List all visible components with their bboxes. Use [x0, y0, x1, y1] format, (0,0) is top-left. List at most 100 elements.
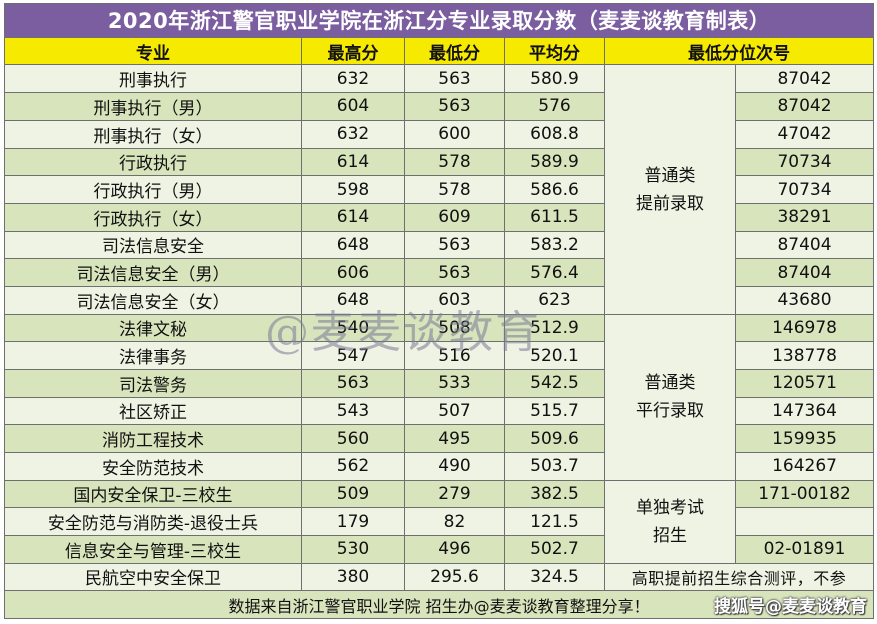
major-cell: 法律文秘 — [4, 313, 302, 343]
max-score-cell: 606 — [301, 258, 405, 287]
avg-score-cell: 512.9 — [504, 313, 605, 343]
max-score-cell: 648 — [301, 230, 405, 260]
table-row: 国内安全保卫-三校生 509 279 382.5 单独考试 招生 171-001… — [4, 479, 875, 564]
avg-score-cell: 324.5 — [504, 562, 605, 592]
table-row: 社区矫正 543 507 515.7 147364 — [4, 396, 875, 426]
table-row: 司法警务 563 533 542.5 120571 — [4, 368, 875, 398]
major-cell: 安全防范与消防类-退役士兵 — [4, 507, 302, 536]
table-row: 安全防范技术 562 490 503.7 164267 — [4, 451, 875, 481]
max-score-cell: 648 — [301, 285, 405, 315]
rank-cell: 147364 — [734, 396, 875, 426]
major-cell: 安全防范技术 — [4, 451, 302, 481]
group-label-line2: 平行录取 — [636, 401, 704, 422]
table-title: 2020年浙江警官职业学院在浙江分专业录取分数（麦麦谈教育制表） — [3, 3, 875, 38]
max-score-cell: 560 — [301, 424, 405, 453]
avg-score-cell: 586.6 — [504, 175, 605, 204]
max-score-cell: 380 — [301, 562, 405, 592]
table-row: 司法信息安全（女） 648 603 623 43680 — [4, 285, 875, 315]
min-score-cell: 295.6 — [404, 562, 505, 592]
min-score-cell: 578 — [404, 175, 505, 204]
rank-cell: 87042 — [734, 92, 875, 121]
major-cell: 社区矫正 — [4, 396, 302, 426]
rank-cell: 159935 — [734, 424, 875, 453]
avg-score-cell: 583.2 — [504, 230, 605, 260]
min-score-cell: 279 — [404, 479, 505, 509]
max-score-cell: 179 — [301, 507, 405, 536]
max-score-cell: 509 — [301, 479, 405, 509]
max-score-cell: 547 — [301, 341, 405, 370]
header-major: 专业 — [4, 36, 302, 66]
avg-score-cell: 520.1 — [504, 341, 605, 370]
rank-cell: 38291 — [734, 202, 875, 232]
group-label-line2: 招生 — [653, 525, 687, 546]
major-cell: 司法信息安全（男） — [4, 258, 302, 287]
avg-score-cell: 623 — [504, 285, 605, 315]
avg-score-cell: 515.7 — [504, 396, 605, 426]
major-cell: 刑事执行（男） — [4, 92, 302, 121]
min-score-cell: 508 — [404, 313, 505, 343]
min-score-cell: 496 — [404, 534, 505, 564]
admission-score-table: 2020年浙江警官职业学院在浙江分专业录取分数（麦麦谈教育制表） 专业 最高分 … — [3, 3, 875, 619]
avg-score-cell: 542.5 — [504, 368, 605, 398]
table-row: 司法信息安全（男） 606 563 576.4 87404 — [4, 258, 875, 287]
max-score-cell: 540 — [301, 313, 405, 343]
major-cell: 行政执行（女） — [4, 202, 302, 232]
table-row: 刑事执行（男） 604 563 576 87042 — [4, 92, 875, 121]
avg-score-cell: 576 — [504, 92, 605, 121]
table-row: 行政执行（女） 614 609 611.5 38291 — [4, 202, 875, 232]
table-row: 信息安全与管理-三校生 530 496 502.7 02-01891 — [4, 534, 875, 564]
rank-cell: 02-01891 — [734, 534, 875, 564]
avg-score-cell: 502.7 — [504, 534, 605, 564]
header-min-rank: 最低分位次号 — [603, 36, 875, 66]
min-score-cell: 533 — [404, 368, 505, 398]
min-score-cell: 507 — [404, 396, 505, 426]
header-max-score: 最高分 — [301, 36, 405, 66]
min-score-cell: 563 — [404, 230, 505, 260]
max-score-cell: 598 — [301, 175, 405, 204]
min-score-cell: 516 — [404, 341, 505, 370]
table-row: 法律文秘 540 508 512.9 普通类 平行录取 146978 — [4, 313, 875, 481]
rank-cell: 87404 — [734, 258, 875, 287]
major-cell: 行政执行（男） — [4, 175, 302, 204]
major-cell: 信息安全与管理-三校生 — [4, 534, 302, 564]
rank-cell: 70734 — [734, 147, 875, 177]
max-score-cell: 614 — [301, 202, 405, 232]
header-avg-score: 平均分 — [504, 36, 605, 66]
max-score-cell: 632 — [301, 119, 405, 149]
rank-cell: 120571 — [734, 368, 875, 398]
avg-score-cell: 589.9 — [504, 147, 605, 177]
min-score-cell: 603 — [404, 285, 505, 315]
major-cell: 行政执行 — [4, 147, 302, 177]
major-cell: 司法警务 — [4, 368, 302, 398]
max-score-cell: 543 — [301, 396, 405, 426]
group-parallel-admission: 普通类 平行录取 — [604, 313, 736, 481]
rank-cell: 87042 — [734, 64, 875, 94]
avg-score-cell: 576.4 — [504, 258, 605, 287]
min-score-cell: 563 — [404, 64, 505, 94]
major-cell: 消防工程技术 — [4, 424, 302, 453]
group-label-line1: 普通类 — [644, 165, 696, 186]
table-row: 行政执行 614 578 589.9 70734 — [4, 147, 875, 177]
group-label-line1: 普通类 — [644, 373, 696, 394]
rank-cell: 146978 — [734, 313, 875, 343]
rank-cell — [734, 507, 875, 536]
major-cell: 司法信息安全 — [4, 230, 302, 260]
major-cell: 法律事务 — [4, 341, 302, 370]
min-score-cell: 609 — [404, 202, 505, 232]
table-row: 安全防范与消防类-退役士兵 179 82 121.5 — [4, 507, 875, 536]
table-row: 司法信息安全 648 563 583.2 87404 — [4, 230, 875, 260]
table-row: 刑事执行（女） 632 600 608.8 47042 — [4, 119, 875, 149]
brand-watermark: 搜狐号@麦麦谈教育 — [714, 597, 867, 617]
max-score-cell: 614 — [301, 147, 405, 177]
major-cell: 刑事执行 — [4, 64, 302, 94]
rank-cell: 87404 — [734, 230, 875, 260]
rank-cell: 47042 — [734, 119, 875, 149]
avg-score-cell: 580.9 — [504, 64, 605, 94]
footer-source-text: 数据来自浙江警官职业学院 招生办@麦麦谈教育整理分享！ — [228, 596, 650, 616]
min-score-cell: 563 — [404, 92, 505, 121]
table-row: 消防工程技术 560 495 509.6 159935 — [4, 424, 875, 453]
group-label-line2: 提前录取 — [636, 193, 704, 214]
group-independent-exam: 单独考试 招生 — [604, 479, 736, 564]
max-score-cell: 632 — [301, 64, 405, 94]
major-cell: 国内安全保卫-三校生 — [4, 479, 302, 509]
